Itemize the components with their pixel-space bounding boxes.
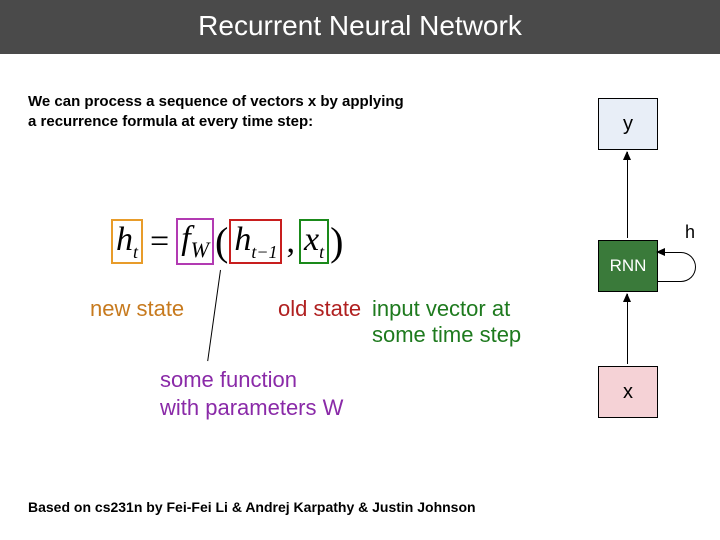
footer-credit: Based on cs231n by Fei-Fei Li & Andrej K… <box>28 499 476 515</box>
box-fw: fW <box>176 218 214 265</box>
box-ht: ht <box>111 219 143 265</box>
equals: = <box>150 223 169 261</box>
connector-fw <box>207 270 221 361</box>
slide-title: Recurrent Neural Network <box>0 0 720 54</box>
intro-text: We can process a sequence of vectors x b… <box>28 92 408 133</box>
comma: , <box>286 223 295 261</box>
label-new-state: new state <box>90 296 184 322</box>
label-some-function: some function with parameters W <box>160 366 343 421</box>
label-h: h <box>685 222 695 243</box>
label-input-vector: input vector at some time step <box>372 296 521 349</box>
paren-close: ) <box>330 218 343 265</box>
paren-open: ( <box>215 218 228 265</box>
recurrence-formula: ht = fW ( ht−1 , xt ) <box>110 218 343 265</box>
node-x: x <box>598 366 658 418</box>
label-old-state: old state <box>278 296 361 322</box>
self-loop-h <box>658 252 696 282</box>
node-y: y <box>598 98 658 150</box>
arrow-rnn-to-y <box>627 152 628 238</box>
box-xt: xt <box>299 219 329 265</box>
arrow-x-to-rnn <box>627 294 628 364</box>
node-rnn: RNN <box>598 240 658 292</box>
box-htm1: ht−1 <box>229 219 282 265</box>
